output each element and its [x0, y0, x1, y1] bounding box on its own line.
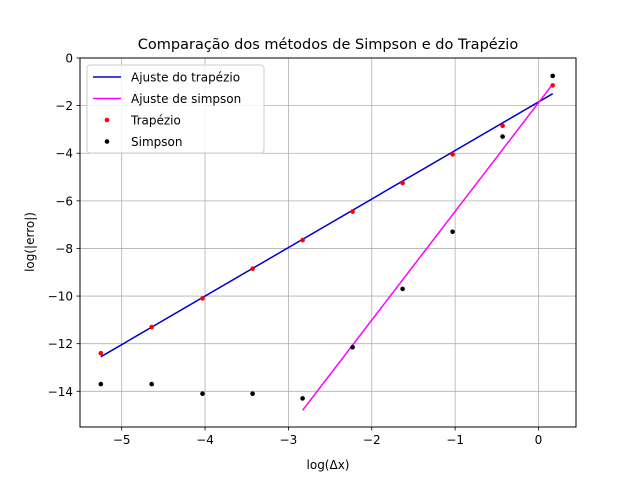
point-3-3 — [250, 391, 255, 397]
point-2-7 — [450, 152, 455, 157]
legend-label: Ajuste de simpson — [131, 92, 241, 106]
y-tick-label: −8 — [55, 242, 73, 256]
point-2-8 — [500, 123, 505, 129]
point-2-1 — [149, 324, 154, 330]
point-2-5 — [350, 209, 355, 214]
y-axis-label: log(|erro|) — [23, 212, 37, 272]
axis-ticks: −5 −4 −3 −2 −1 00−2−4−6−8−10−12−14 — [48, 52, 543, 448]
point-3-5 — [350, 344, 355, 350]
x-tick-label: −2 — [363, 433, 381, 447]
x-tick-label: −3 — [280, 433, 298, 447]
y-tick-label: −14 — [48, 385, 73, 399]
point-3-8 — [500, 134, 505, 139]
x-tick-label: −5 — [113, 433, 131, 447]
point-3-7 — [450, 229, 455, 235]
point-3-9 — [550, 73, 555, 79]
plot-frame — [79, 57, 577, 428]
series-line-1 — [302, 83, 554, 411]
y-tick-label: −12 — [48, 337, 73, 351]
point-3-2 — [200, 391, 205, 397]
grid — [80, 57, 576, 427]
y-tick-label: −6 — [55, 194, 73, 208]
point-2-9 — [550, 83, 555, 88]
y-tick-label: −10 — [48, 290, 73, 304]
x-axis-label: log(Δx) — [307, 458, 350, 472]
x-tick-label: −1 — [446, 433, 464, 447]
point-3-1 — [149, 381, 154, 387]
point-3-4 — [300, 396, 305, 401]
point-2-3 — [250, 266, 255, 272]
legend-point-swatch — [104, 117, 110, 123]
point-3-6 — [400, 286, 405, 292]
point-2-6 — [400, 180, 405, 186]
point-2-2 — [200, 296, 205, 301]
chart-title: Comparação dos métodos de Simpson e do T… — [138, 37, 519, 53]
legend-point-swatch — [104, 139, 110, 144]
legend-label: Trapézio — [130, 114, 181, 128]
legend-box — [86, 64, 265, 154]
fit-lines — [100, 83, 554, 411]
x-tick-label: 0 — [535, 433, 543, 447]
y-tick-label: −4 — [55, 147, 73, 161]
legend-label: Ajuste do trapézio — [131, 71, 240, 85]
y-tick-label: −2 — [55, 99, 73, 113]
x-tick-label: −4 — [196, 433, 214, 447]
point-2-4 — [300, 237, 305, 243]
legend-label: Simpson — [131, 135, 182, 149]
point-2-0 — [98, 350, 104, 356]
series-line-0 — [100, 93, 554, 358]
legend: Ajuste do trapézio Ajuste de simpson Trapé… — [86, 64, 265, 154]
point-3-0 — [98, 381, 104, 387]
scatter-points — [98, 73, 555, 401]
y-tick-label: 0 — [65, 52, 73, 66]
